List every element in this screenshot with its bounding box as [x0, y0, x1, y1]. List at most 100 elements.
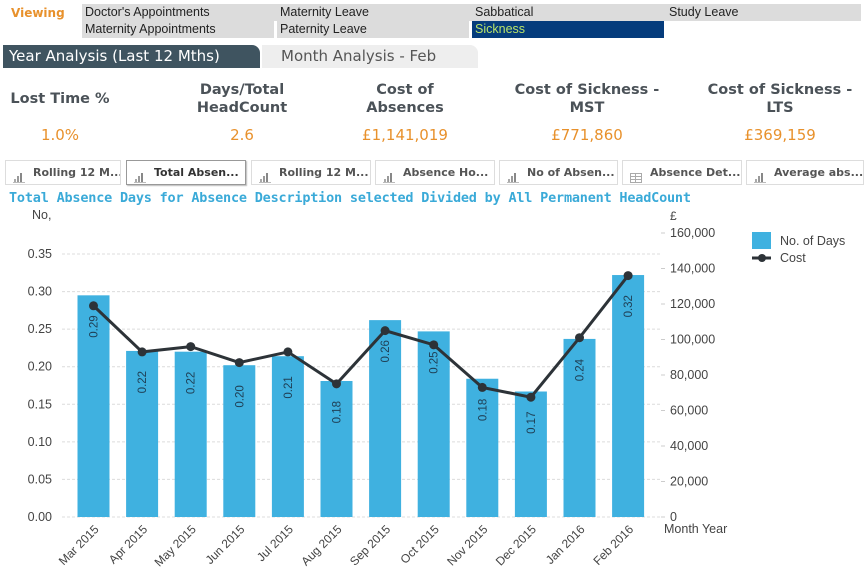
bar-chart-icon — [754, 168, 766, 183]
bar-data-label: 0.22 — [137, 371, 149, 393]
kpi-cost-sickness-mst: Cost of Sickness - MST £771,860 — [502, 80, 672, 144]
chart-tab-label: Rolling 12 M... — [33, 166, 121, 179]
kpi-value: £1,141,019 — [362, 126, 448, 144]
cost-point — [623, 271, 633, 281]
bar-data-label: 0.26 — [380, 340, 392, 362]
cost-point — [526, 392, 536, 402]
bar — [369, 320, 402, 517]
x-tick-label: Nov 2015 — [444, 522, 490, 568]
legend-swatch-bars — [752, 232, 771, 249]
y2-tick-label: 140,000 — [670, 262, 715, 276]
bar — [514, 391, 547, 517]
tab-year-analysis[interactable]: Year Analysis (Last 12 Mths) — [3, 45, 260, 68]
kpi-title: Days/Total HeadCount — [196, 82, 288, 116]
bar — [174, 351, 207, 517]
y-tick-label: 0.30 — [28, 285, 52, 299]
chart-tab-label: Total Absen... — [154, 166, 239, 179]
y2-tick-label: 0 — [670, 510, 677, 524]
y-tick-label: 0.20 — [28, 360, 52, 374]
bar-data-label: 0.18 — [477, 399, 489, 421]
filter-option[interactable]: Doctor's Appointments — [85, 5, 210, 19]
filter-option[interactable]: Study Leave — [669, 5, 739, 19]
bar — [223, 365, 256, 517]
chart-tab[interactable]: Average abs... — [746, 160, 864, 185]
x-tick-label: Dec 2015 — [493, 522, 539, 568]
y2-tick-label: 40,000 — [670, 439, 708, 453]
chart-tab-strip: Rolling 12 M... Total Absen... Rolling 12 … — [5, 160, 867, 185]
cost-point — [89, 301, 98, 311]
kpi-value: £771,860 — [551, 126, 623, 144]
y2-tick-label: 60,000 — [670, 404, 708, 418]
y-axis-label: No, — [32, 208, 51, 222]
chart-tab[interactable]: Absence Ho... — [375, 160, 495, 185]
chart-tab-label: Absence Det... — [650, 166, 741, 179]
x-tick-label: Jan 2016 — [543, 522, 588, 567]
cost-point — [429, 340, 439, 350]
x-tick-label: Feb 2016 — [590, 522, 636, 568]
y2-tick-label: 100,000 — [670, 333, 715, 347]
y2-tick-label: 120,000 — [670, 297, 715, 311]
x-tick-label: Sep 2015 — [347, 522, 393, 568]
bar — [271, 356, 304, 517]
tab-month-analysis[interactable]: Month Analysis - Feb — [262, 45, 478, 68]
y-tick-label: 0.15 — [28, 397, 52, 411]
cost-point — [137, 347, 147, 357]
bar-data-label: 0.32 — [623, 295, 635, 317]
x-tick-label: Jun 2015 — [203, 522, 248, 567]
bar — [563, 338, 596, 517]
bar — [612, 275, 645, 517]
kpi-value: £369,159 — [744, 126, 816, 144]
bar-data-label: 0.17 — [526, 412, 538, 434]
kpi-title: Lost Time % — [10, 91, 110, 107]
cost-point — [575, 333, 584, 343]
chart-tab[interactable]: Rolling 12 M... — [251, 160, 371, 185]
y-tick-label: 0.10 — [28, 435, 52, 449]
bar-chart-icon — [259, 168, 271, 183]
bar-chart-icon — [134, 168, 146, 183]
cost-line — [92, 274, 630, 399]
bar — [126, 350, 159, 517]
chart-tab-label: Absence Ho... — [403, 166, 489, 179]
bar-chart-icon — [383, 168, 395, 183]
kpi-value: 2.6 — [230, 126, 254, 144]
kpi-title: Cost of Sickness - MST — [514, 82, 660, 116]
table-icon — [630, 168, 642, 183]
absence-description-listbox[interactable]: Doctor's Appointments Maternity Leave Sa… — [82, 4, 861, 38]
kpi-value: 1.0% — [40, 126, 80, 144]
filter-option-selected[interactable]: Sickness — [472, 21, 664, 38]
chart-tab[interactable]: Rolling 12 M... — [5, 160, 121, 185]
kpi-title: Cost of Absences — [366, 82, 444, 116]
kpi-cost-sickness-lts: Cost of Sickness - LTS £369,159 — [695, 80, 865, 144]
bar-data-label: 0.20 — [234, 385, 246, 407]
y2-tick-label: 80,000 — [670, 368, 708, 382]
cost-point — [332, 379, 341, 389]
y2-axis-label: £ — [670, 209, 677, 223]
chart-tab-label: Average abs... — [774, 166, 864, 179]
y-tick-label: 0.25 — [28, 322, 52, 336]
cost-point — [234, 358, 244, 368]
chart-tab[interactable]: Absence Det... — [622, 160, 742, 185]
legend-swatch-point — [758, 254, 766, 262]
chart-tab[interactable]: No of Absen... — [499, 160, 618, 185]
kpi-days-headcount: Days/Total HeadCount 2.6 — [157, 80, 327, 144]
filter-row: Doctor's Appointments Maternity Leave Sa… — [82, 4, 861, 21]
filter-option[interactable]: Sabbatical — [475, 5, 534, 19]
legend-label: Cost — [780, 251, 806, 265]
y-tick-label: 0.05 — [28, 472, 52, 486]
filter-row: Maternity Appointments Paternity Leave S… — [82, 21, 861, 38]
kpi-lost-time: Lost Time % 1.0% — [0, 80, 145, 144]
bar-data-label: 0.25 — [429, 351, 441, 373]
x-tick-label: Apr 2015 — [106, 522, 151, 567]
chart-tab[interactable]: Total Absen... — [126, 160, 246, 185]
x-tick-label: Aug 2015 — [298, 522, 344, 568]
x-tick-label: Oct 2015 — [397, 522, 442, 567]
x-axis-label: Month Year — [664, 522, 727, 536]
filter-option[interactable]: Paternity Leave — [277, 21, 469, 38]
bar-data-label: 0.29 — [89, 315, 101, 337]
filter-option[interactable]: Maternity Appointments — [82, 21, 274, 38]
x-tick-label: May 2015 — [152, 522, 199, 569]
x-tick-label: Mar 2015 — [56, 522, 102, 568]
viewing-label: Viewing — [11, 6, 65, 20]
cost-point — [186, 342, 196, 352]
filter-option[interactable]: Maternity Leave — [280, 5, 369, 19]
